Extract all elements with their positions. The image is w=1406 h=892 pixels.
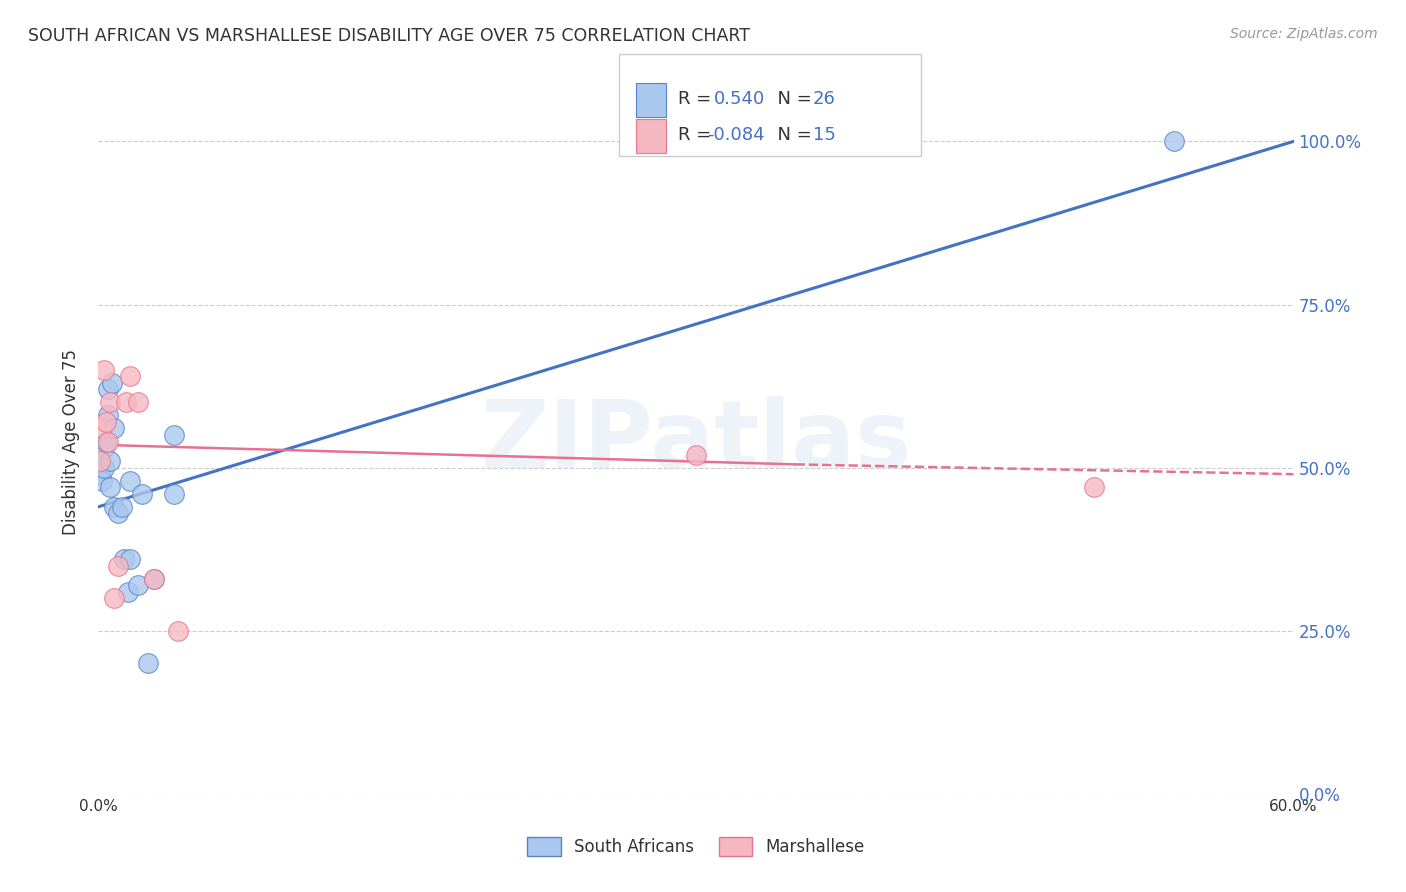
Point	[136, 657, 159, 671]
Text: SOUTH AFRICAN VS MARSHALLESE DISABILITY AGE OVER 75 CORRELATION CHART: SOUTH AFRICAN VS MARSHALLESE DISABILITY …	[28, 27, 751, 45]
Point	[107, 506, 129, 520]
Text: 26: 26	[813, 90, 835, 108]
Point	[91, 421, 114, 435]
Point	[97, 409, 120, 423]
Text: R =: R =	[678, 126, 717, 144]
Text: ZIPatlas: ZIPatlas	[481, 395, 911, 488]
Point	[103, 421, 125, 435]
Point	[112, 552, 135, 566]
Point	[97, 382, 120, 396]
Point	[101, 376, 124, 390]
Point	[93, 460, 115, 475]
Point	[127, 578, 149, 592]
Point	[1163, 135, 1185, 149]
Point	[163, 487, 186, 501]
Point	[685, 135, 707, 149]
Point	[167, 624, 190, 638]
Point	[98, 395, 122, 409]
Point	[111, 500, 134, 514]
Point	[120, 474, 142, 488]
Text: -0.084: -0.084	[707, 126, 765, 144]
Point	[120, 369, 142, 384]
Point	[143, 572, 166, 586]
Point	[127, 395, 149, 409]
Text: N =: N =	[766, 126, 818, 144]
Point	[97, 434, 120, 449]
Text: R =: R =	[678, 90, 717, 108]
Point	[107, 558, 129, 573]
Point	[89, 467, 111, 482]
Point	[103, 591, 125, 606]
Text: 0.540: 0.540	[714, 90, 765, 108]
Text: Source: ZipAtlas.com: Source: ZipAtlas.com	[1230, 27, 1378, 41]
Point	[96, 434, 118, 449]
Point	[115, 395, 138, 409]
Point	[98, 480, 122, 494]
Point	[98, 454, 122, 468]
Point	[120, 552, 142, 566]
Point	[143, 572, 166, 586]
Point	[93, 441, 115, 455]
Point	[96, 415, 118, 429]
Point	[685, 448, 707, 462]
Point	[91, 474, 114, 488]
Y-axis label: Disability Age Over 75: Disability Age Over 75	[62, 349, 80, 534]
Point	[93, 363, 115, 377]
Point	[117, 584, 139, 599]
Point	[163, 428, 186, 442]
Point	[1083, 480, 1105, 494]
Point	[103, 500, 125, 514]
Text: N =: N =	[766, 90, 818, 108]
Point	[131, 487, 153, 501]
Legend: South Africans, Marshallese: South Africans, Marshallese	[520, 830, 872, 863]
Point	[89, 454, 111, 468]
Text: 15: 15	[813, 126, 835, 144]
